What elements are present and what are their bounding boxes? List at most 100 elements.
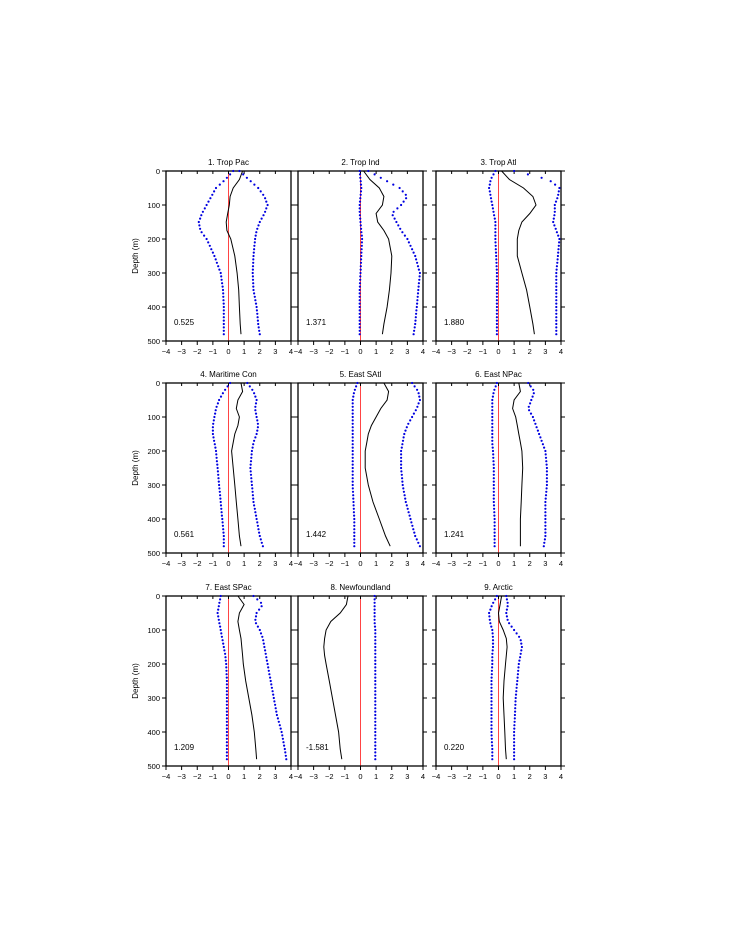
lower-bound-point <box>495 312 498 315</box>
lower-bound-point <box>211 432 214 436</box>
lower-bound-point <box>351 446 354 449</box>
upper-bound-point <box>270 686 273 689</box>
upper-bound-point <box>254 409 257 412</box>
lower-bound-point <box>214 446 217 449</box>
lower-bound-point <box>488 615 491 618</box>
lower-bound-point <box>352 395 355 398</box>
upper-bound-point <box>417 282 420 285</box>
y-tick-label: 100 <box>147 201 160 210</box>
upper-bound-point <box>412 333 415 336</box>
lower-bound-point <box>211 426 214 429</box>
lower-bound-point <box>222 333 225 336</box>
lower-bound-point <box>222 534 225 538</box>
upper-bound-point <box>418 278 421 281</box>
upper-bound-point <box>413 329 416 332</box>
lower-bound-point <box>223 649 226 652</box>
lower-bound-point <box>212 436 215 439</box>
lower-bound-point <box>353 524 356 527</box>
upper-bound-point <box>545 483 549 487</box>
x-tick-label: −1 <box>209 559 218 568</box>
lower-bound-point <box>358 203 361 207</box>
upper-bound-point <box>418 545 421 548</box>
upper-bound-point <box>505 611 508 615</box>
upper-bound-point <box>256 524 259 527</box>
upper-bound-point <box>250 456 253 459</box>
upper-bound-point <box>281 734 284 737</box>
lower-bound-point <box>491 422 494 425</box>
y-tick-label: 0 <box>156 379 160 388</box>
lower-bound-point <box>358 288 361 292</box>
upper-bound-point <box>391 214 394 217</box>
upper-bound-point <box>253 439 256 442</box>
panel-title: 9. Arctic <box>484 583 512 592</box>
lower-bound-point <box>489 197 493 200</box>
lower-bound-point <box>351 415 354 419</box>
lower-bound-point <box>493 214 496 217</box>
upper-bound-point <box>259 601 263 604</box>
lower-bound-point <box>490 696 493 700</box>
lower-bound-point <box>489 622 492 625</box>
lower-bound-point <box>491 439 494 442</box>
panel-title: 1. Trop Pac <box>208 158 249 167</box>
upper-bound-point <box>527 381 530 385</box>
upper-bound-point <box>258 608 261 611</box>
lower-bound-point <box>225 700 228 703</box>
upper-bound-point <box>542 545 545 548</box>
lower-bound-point <box>219 497 222 500</box>
upper-bound-point <box>545 487 548 490</box>
panel-value-label: 1.241 <box>444 530 465 539</box>
lower-bound-point <box>211 193 214 196</box>
x-tick-label: 0 <box>496 347 500 356</box>
upper-bound-point <box>552 220 555 224</box>
upper-bound-point <box>374 662 377 666</box>
lower-bound-point <box>225 683 228 686</box>
lower-bound-point <box>351 490 355 493</box>
lower-bound-point <box>225 744 228 747</box>
upper-bound-point <box>374 656 377 659</box>
lower-bound-point <box>225 676 228 679</box>
lower-bound-point <box>353 514 356 517</box>
x-tick-label: −3 <box>309 559 318 568</box>
upper-bound-point <box>516 676 519 679</box>
lower-bound-point <box>359 197 362 200</box>
lower-bound-point <box>495 271 498 275</box>
upper-bound-point <box>413 531 416 534</box>
upper-bound-point <box>374 747 377 751</box>
upper-bound-point <box>513 747 516 751</box>
upper-bound-point <box>401 480 404 483</box>
lower-bound-point <box>492 466 495 470</box>
upper-bound-point <box>539 436 542 439</box>
panel-value-label: -1.581 <box>306 743 329 752</box>
upper-bound-point <box>367 169 370 173</box>
lower-bound-point <box>491 426 494 429</box>
lower-bound-point <box>492 500 495 504</box>
upper-bound-point <box>238 169 241 173</box>
x-tick-label: 2 <box>528 347 532 356</box>
x-tick-label: 3 <box>273 347 277 356</box>
lower-bound-point <box>491 639 495 642</box>
upper-bound-point <box>407 241 410 244</box>
upper-bound-point <box>401 190 404 193</box>
lower-bound-point <box>353 538 356 541</box>
upper-bound-point <box>529 385 532 388</box>
upper-bound-point <box>254 514 258 517</box>
lower-bound-point <box>351 483 354 487</box>
upper-bound-point <box>373 608 376 611</box>
lower-bound-point <box>494 244 497 247</box>
upper-bound-point <box>285 758 288 761</box>
upper-bound-point <box>395 220 398 224</box>
upper-bound-point <box>418 271 421 275</box>
upper-bound-point <box>517 666 520 669</box>
x-tick-label: −4 <box>294 347 303 356</box>
lower-bound-point <box>493 528 496 531</box>
upper-bound-point <box>536 429 540 432</box>
x-tick-label: −1 <box>209 347 218 356</box>
lower-bound-point <box>359 180 362 183</box>
lower-bound-point <box>491 443 494 446</box>
lower-bound-point <box>491 642 495 645</box>
upper-bound-point <box>374 632 377 635</box>
upper-bound-point <box>417 268 420 271</box>
lower-bound-point <box>493 388 496 391</box>
lower-bound-point <box>494 251 498 254</box>
panel-6: 6. East NPac −4 −3 −2 −1 0 1 2 3 4 1.241 <box>432 370 565 568</box>
